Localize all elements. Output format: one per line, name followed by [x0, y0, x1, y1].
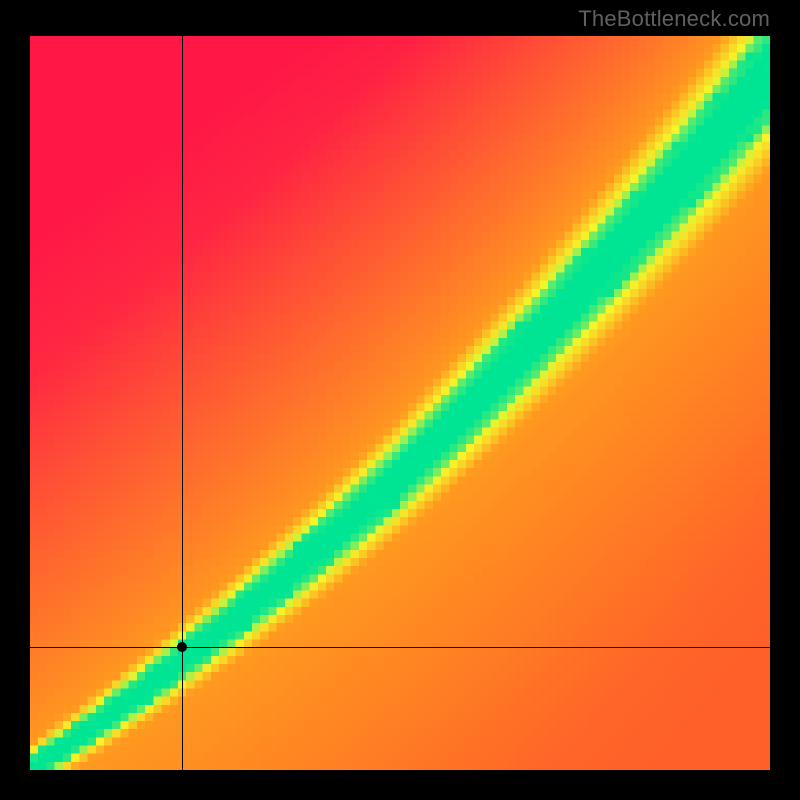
attribution-text: TheBottleneck.com	[578, 6, 770, 32]
bottleneck-heatmap	[30, 36, 770, 770]
heatmap-canvas	[30, 36, 770, 770]
crosshair-marker	[177, 642, 187, 652]
crosshair-vertical	[182, 36, 183, 770]
crosshair-horizontal	[30, 647, 770, 648]
